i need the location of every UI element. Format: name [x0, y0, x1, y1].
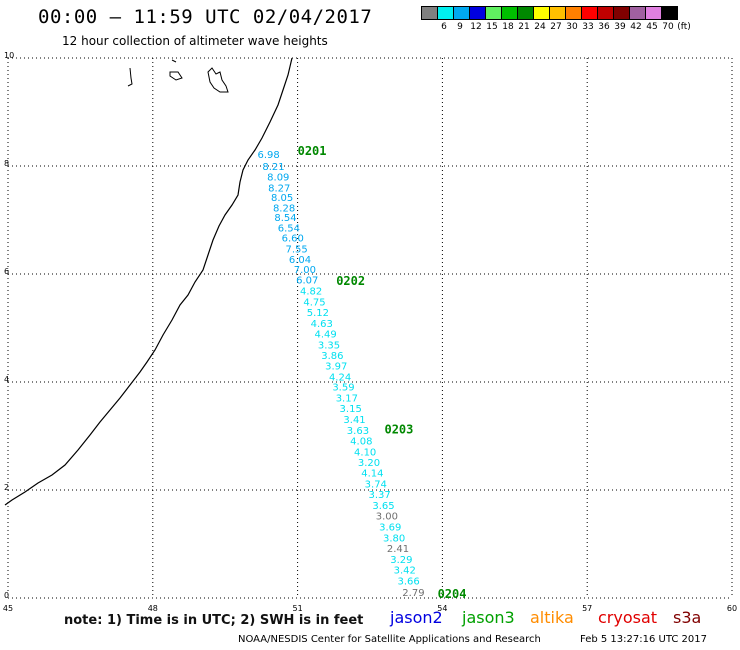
wave-height-value: 4.14 — [361, 469, 383, 480]
satellite-s3a: s3a — [673, 608, 702, 627]
wave-height-value: 3.42 — [394, 566, 416, 577]
wave-height-value: 6.04 — [289, 255, 311, 266]
wave-height-value: 3.97 — [325, 362, 347, 373]
coastline — [4, 57, 293, 506]
legend-label: 36 — [598, 22, 610, 32]
wave-height-value: 4.49 — [314, 330, 336, 341]
footer-note: note: 1) Time is in UTC; 2) SWH is in fe… — [64, 613, 364, 628]
y-tick-label: 4 — [4, 375, 9, 384]
pass-time-label: 0201 — [298, 144, 327, 158]
generation-timestamp: Feb 5 13:27:16 UTC 2017 — [580, 634, 707, 645]
wave-height-value: 3.20 — [358, 458, 380, 469]
wave-height-value: 7.00 — [294, 265, 316, 276]
wave-height-value: 3.37 — [369, 490, 391, 501]
satellite-altika: altika — [530, 608, 574, 627]
wave-height-value: 3.65 — [372, 501, 394, 512]
wave-height-value: 7.55 — [286, 244, 308, 255]
wave-height-value: 8.05 — [271, 193, 293, 204]
wave-height-value: 3.66 — [397, 577, 419, 588]
wave-height-value: 6.07 — [296, 276, 318, 287]
wave-height-value: 5.12 — [307, 308, 329, 319]
wave-height-value: 3.69 — [379, 523, 401, 534]
legend-label: 6 — [441, 22, 447, 32]
wave-height-value: 8.21 — [262, 162, 284, 173]
satellite-cryosat: cryosat — [598, 608, 658, 627]
wave-height-value: 3.63 — [347, 426, 369, 437]
legend-label: 70 — [662, 22, 674, 32]
x-tick-label: 51 — [293, 604, 303, 613]
x-tick-label: 60 — [727, 604, 737, 613]
legend-label: 45 — [646, 22, 658, 32]
pass-time-label: 0204 — [438, 587, 467, 601]
legend-label: 15 — [486, 22, 498, 32]
wave-height-value: 8.09 — [267, 173, 289, 184]
legend-label: 9 — [457, 22, 463, 32]
y-tick-label: 2 — [4, 483, 9, 492]
legend-label: 18 — [502, 22, 514, 32]
wave-height-value: 3.41 — [343, 415, 365, 426]
page-title: 00:00 – 11:59 UTC 02/04/2017 — [38, 6, 373, 28]
legend-unit: (ft) — [677, 22, 691, 32]
island-2 — [169, 59, 183, 81]
legend-label: 33 — [582, 22, 594, 32]
y-tick-label: 6 — [4, 267, 9, 276]
wave-height-value: 6.98 — [258, 150, 280, 161]
satellite-jason3: jason3 — [462, 608, 515, 627]
wave-height-value: 3.80 — [383, 533, 405, 544]
legend-label: 27 — [550, 22, 562, 32]
y-tick-label: 10 — [4, 51, 14, 60]
wave-height-points: 6.988.218.098.278.058.288.546.546.607.55… — [258, 150, 425, 599]
wave-height-value: 2.79 — [402, 588, 424, 599]
wave-height-value: 3.59 — [332, 383, 354, 394]
legend-label: 42 — [630, 22, 642, 32]
wave-height-value: 2.41 — [387, 544, 409, 555]
islands — [127, 59, 229, 93]
wave-height-value: 8.28 — [273, 203, 295, 214]
wave-height-value: 3.74 — [365, 479, 387, 490]
wave-height-value: 6.54 — [278, 223, 300, 234]
pass-time-label: 0202 — [336, 274, 365, 288]
page-subtitle: 12 hour collection of altimeter wave hei… — [62, 34, 328, 48]
wave-height-value: 6.60 — [282, 234, 304, 245]
legend-label: 21 — [518, 22, 530, 32]
island-1 — [127, 67, 133, 87]
credit-text: NOAA/NESDIS Center for Satellite Applica… — [238, 634, 541, 645]
wave-height-value: 4.63 — [311, 319, 333, 330]
wave-height-value: 4.75 — [303, 297, 325, 308]
map-grid — [7, 57, 733, 599]
pass-time-label: 0203 — [384, 422, 413, 436]
wave-height-value: 8.54 — [274, 213, 296, 224]
wave-height-value: 3.29 — [390, 555, 412, 566]
wave-height-value: 4.08 — [350, 437, 372, 448]
axis-tick-labels: 45 48 51 54 57 60 0 2 4 6 8 10 — [3, 51, 737, 613]
satellite-jason2: jason2 — [390, 608, 443, 627]
legend-label: 12 — [470, 22, 482, 32]
wave-height-value: 4.24 — [329, 372, 351, 383]
x-tick-label: 45 — [3, 604, 13, 613]
wave-height-value: 3.15 — [340, 404, 362, 415]
wave-height-value: 3.86 — [321, 351, 343, 362]
y-tick-label: 8 — [4, 159, 9, 168]
x-tick-label: 48 — [148, 604, 158, 613]
pass-time-labels: 0201 0202 0203 0204 — [298, 144, 467, 601]
legend-swatch — [661, 6, 678, 20]
legend-label: 24 — [534, 22, 546, 32]
color-scale-legend: 6 9 12 15 18 21 24 27 30 33 36 39 42 45 70 (ft) — [421, 6, 691, 34]
wave-height-value: 3.17 — [336, 393, 358, 404]
x-tick-label: 54 — [437, 604, 447, 613]
wave-height-value: 8.27 — [268, 183, 290, 194]
x-tick-label: 57 — [582, 604, 592, 613]
wave-height-value: 3.00 — [376, 512, 398, 523]
legend-label: 30 — [566, 22, 578, 32]
wave-height-value: 4.82 — [300, 287, 322, 298]
legend-label: 39 — [614, 22, 626, 32]
island-3 — [207, 67, 229, 93]
wave-height-value: 4.10 — [354, 447, 376, 458]
wave-height-value: 3.35 — [318, 341, 340, 352]
y-tick-label: 0 — [4, 591, 9, 600]
